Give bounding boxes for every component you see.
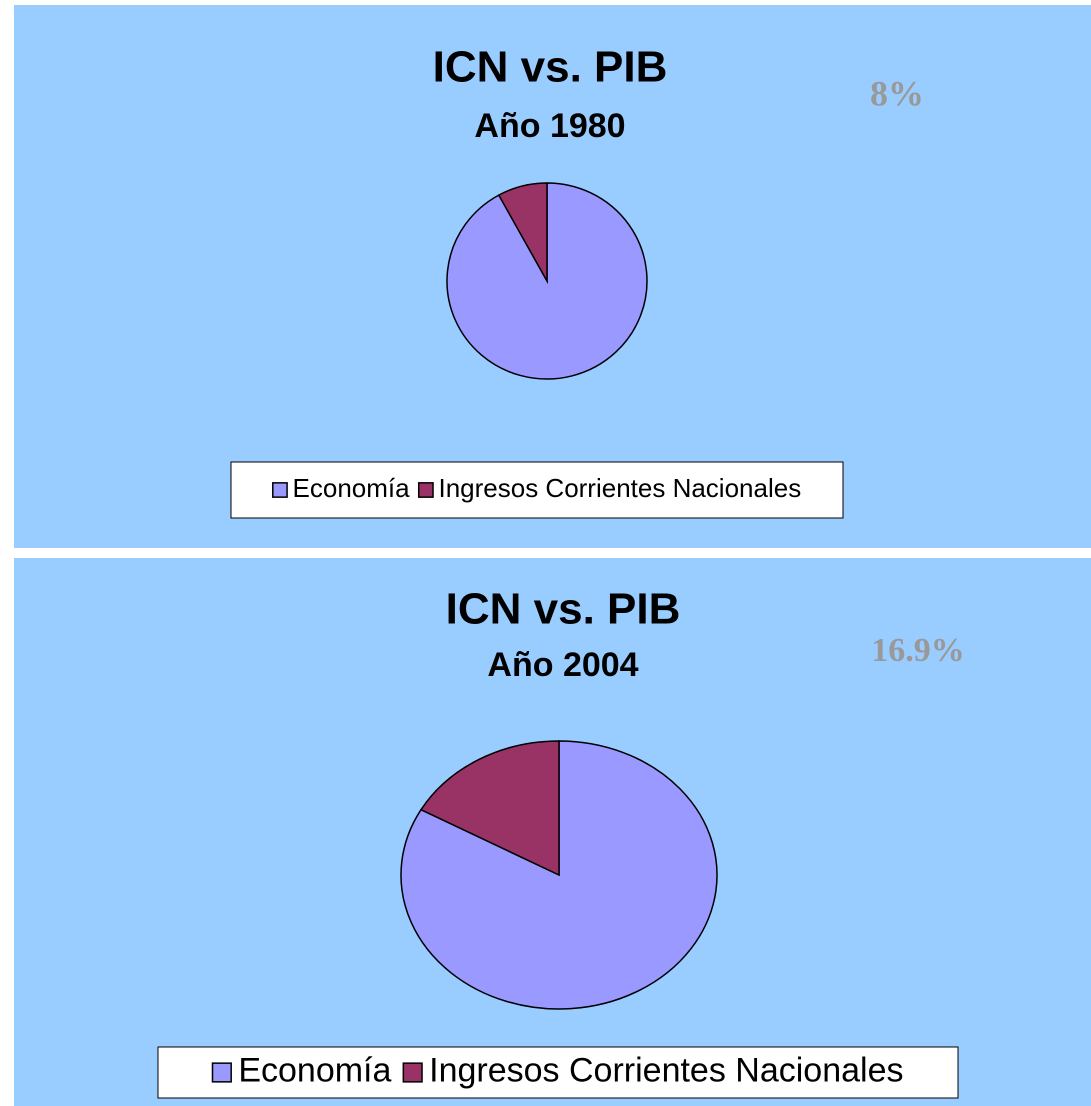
legend-swatch (402, 1062, 423, 1083)
chart-title: ICN vs. PIB (446, 585, 681, 634)
legend (230, 461, 844, 519)
chart-subtitle: Año 2004 (487, 646, 638, 684)
legend-label: Ingresos Corrientes Nacionales (429, 1051, 903, 1089)
pie-slice (419, 740, 560, 877)
pie-slice (497, 182, 548, 284)
legend-label: Ingresos Corrientes Nacionales (438, 473, 801, 503)
chart-subtitle: Año 1980 (474, 107, 625, 145)
legend-label: Economía (293, 473, 411, 503)
data-label: 16.9% (871, 632, 965, 669)
data-label: 8% (870, 73, 924, 113)
legend-swatch (417, 482, 434, 498)
legend-swatch (272, 482, 288, 498)
legend-label: Economía (238, 1051, 391, 1089)
legend-swatch (211, 1062, 232, 1083)
chart-title: ICN vs. PIB (433, 43, 668, 92)
legend (157, 1046, 959, 1099)
